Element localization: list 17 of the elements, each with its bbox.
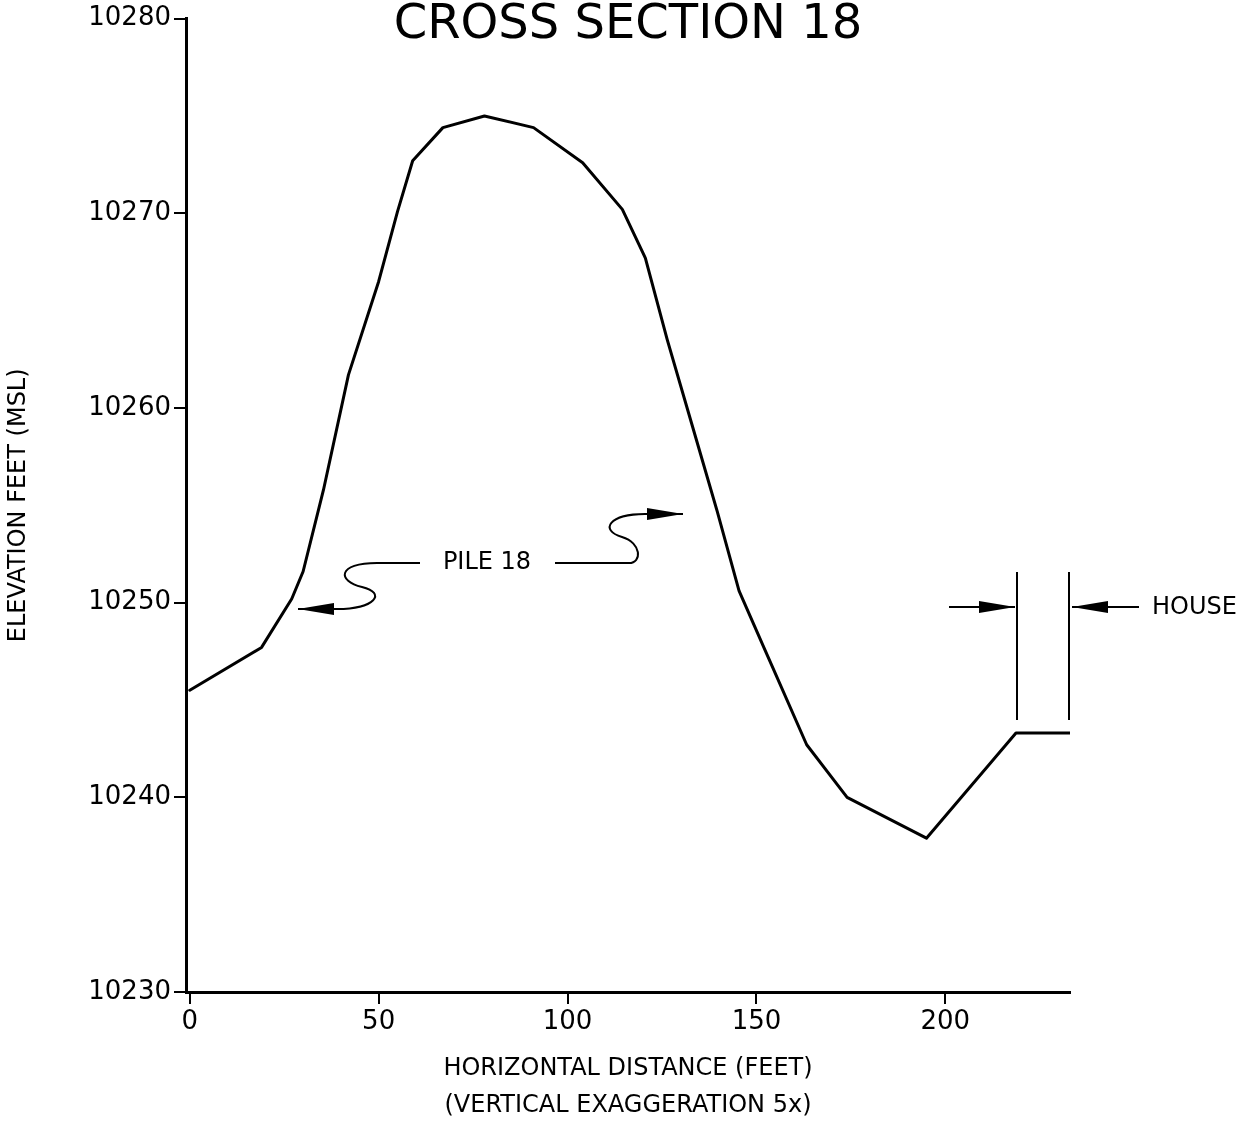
y-tick-label: 10250 bbox=[88, 585, 171, 616]
y-tick-label: 10260 bbox=[88, 390, 171, 421]
x-tick-label: 150 bbox=[731, 1005, 782, 1036]
y-tick-label: 10230 bbox=[88, 974, 171, 1005]
annotation: PILE 18 bbox=[442, 547, 532, 576]
x-tick-label: 200 bbox=[920, 1005, 971, 1036]
x-tick-label: 0 bbox=[181, 1005, 199, 1036]
chart-title: CROSS SECTION 18 bbox=[393, 0, 863, 50]
x-tick-label: 100 bbox=[542, 1005, 593, 1036]
x-tick-label: 50 bbox=[362, 1005, 396, 1036]
y-tick-label: 10240 bbox=[88, 780, 171, 811]
y-tick-label: 10270 bbox=[88, 196, 171, 227]
text: HOUSE bbox=[1152, 592, 1237, 621]
y-axis-title: ELEVATION FEET (MSL) bbox=[2, 368, 31, 643]
text: (VERTICAL EXAGGERATION 5x) bbox=[444, 1090, 812, 1119]
x-axis-title: HORIZONTAL DISTANCE (FEET) bbox=[443, 1052, 813, 1081]
y-tick-label: 10280 bbox=[88, 1, 171, 32]
